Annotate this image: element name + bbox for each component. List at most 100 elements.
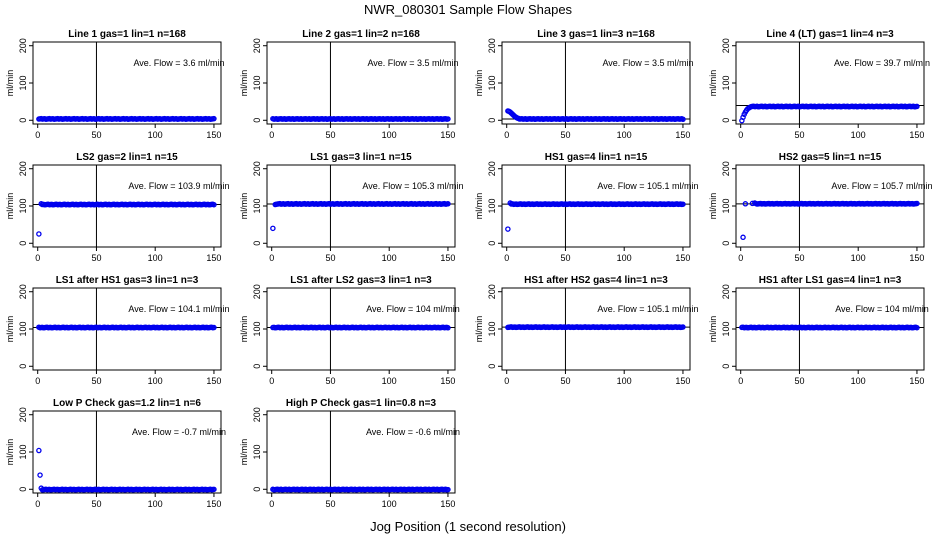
data-point	[914, 324, 920, 331]
y-tick-label: 0	[721, 364, 731, 369]
panel-title: Line 3 gas=1 lin=3 n=168	[537, 29, 655, 40]
y-tick-label: 200	[18, 407, 28, 422]
y-tick-label: 0	[721, 241, 731, 246]
x-tick-label: 0	[738, 253, 743, 263]
data-points	[739, 103, 920, 124]
x-tick-label: 150	[206, 376, 221, 386]
x-tick-label: 50	[325, 253, 335, 263]
average-flow-annotation: Ave. Flow = 105.1 ml/min	[597, 181, 698, 191]
x-tick-label: 0	[35, 376, 40, 386]
average-flow-annotation: Ave. Flow = 105.3 ml/min	[362, 181, 463, 191]
x-tick-label: 0	[269, 376, 274, 386]
data-points	[740, 200, 920, 241]
y-tick-label: 0	[487, 241, 497, 246]
x-tick-label: 150	[909, 130, 924, 140]
y-axis-label: ml/min	[708, 193, 718, 220]
data-point	[914, 200, 920, 207]
y-tick-label: 200	[487, 161, 497, 176]
average-flow-annotation: Ave. Flow = 3.6 ml/min	[133, 58, 224, 68]
data-point	[37, 472, 43, 478]
y-tick-label: 100	[487, 321, 497, 336]
panel-11: HS1 after HS2 gas=4 lin=1 n=3 0 100 200 ml/m…	[474, 275, 699, 386]
data-point	[36, 231, 42, 237]
y-axis-label: ml/min	[239, 316, 249, 343]
plot-frame	[266, 410, 456, 494]
y-tick-label: 0	[252, 487, 262, 492]
y-tick-label: 200	[252, 284, 262, 299]
y-tick-label: 200	[18, 38, 28, 53]
panel-4: Line 4 (LT) gas=1 lin=4 n=3 0 100 200 ml/min…	[708, 29, 930, 140]
x-tick-label: 100	[148, 499, 163, 509]
panel-title: LS1 after HS1 gas=3 lin=1 n=3	[56, 275, 199, 286]
data-point	[680, 116, 686, 122]
x-tick-label: 150	[675, 130, 690, 140]
x-tick-label: 100	[617, 253, 632, 263]
y-tick-label: 0	[487, 118, 497, 123]
y-tick-label: 100	[252, 198, 262, 213]
data-points	[505, 324, 686, 331]
data-points	[505, 200, 686, 232]
panel-title: HS1 after HS2 gas=4 lin=1 n=3	[524, 275, 668, 286]
data-point	[505, 226, 511, 232]
x-tick-label: 50	[325, 376, 335, 386]
x-tick-label: 50	[794, 376, 804, 386]
y-axis-label: ml/min	[474, 70, 484, 97]
y-tick-label: 100	[721, 321, 731, 336]
panel-title: LS2 gas=2 lin=1 n=15	[76, 152, 178, 163]
y-axis-label: ml/min	[5, 70, 15, 97]
data-point	[211, 324, 217, 331]
x-tick-label: 50	[91, 499, 101, 509]
panel-10: LS1 after LS2 gas=3 lin=1 n=3 0 100 200 ml/m…	[239, 275, 460, 386]
y-axis-label: ml/min	[474, 193, 484, 220]
y-tick-label: 100	[18, 75, 28, 90]
y-tick-label: 0	[252, 241, 262, 246]
average-flow-annotation: Ave. Flow = 3.5 ml/min	[602, 58, 693, 68]
x-tick-label: 150	[206, 499, 221, 509]
data-point	[211, 486, 217, 493]
x-tick-label: 0	[269, 130, 274, 140]
x-tick-label: 50	[91, 130, 101, 140]
x-tick-label: 50	[91, 253, 101, 263]
x-tick-label: 50	[325, 499, 335, 509]
data-point	[742, 201, 749, 207]
data-point	[740, 114, 746, 121]
panel-title: LS1 after LS2 gas=3 lin=1 n=3	[290, 275, 432, 286]
x-tick-label: 0	[738, 376, 743, 386]
average-flow-annotation: Ave. Flow = 105.7 ml/min	[831, 181, 932, 191]
panel-title: LS1 gas=3 lin=1 n=15	[310, 152, 412, 163]
x-tick-label: 150	[675, 253, 690, 263]
y-tick-label: 0	[487, 364, 497, 369]
y-axis-label: ml/min	[708, 70, 718, 97]
data-point	[680, 324, 686, 330]
data-point	[445, 116, 451, 122]
figure-x-axis-label: Jog Position (1 second resolution)	[370, 519, 566, 534]
y-axis-label: ml/min	[474, 316, 484, 343]
data-points	[739, 324, 920, 331]
x-tick-label: 150	[675, 376, 690, 386]
x-tick-label: 0	[504, 376, 509, 386]
plot-frame	[32, 410, 222, 494]
data-point	[445, 325, 451, 331]
y-axis-label: ml/min	[5, 193, 15, 220]
y-tick-label: 200	[487, 38, 497, 53]
x-tick-label: 150	[440, 499, 455, 509]
average-flow-annotation: Ave. Flow = 105.1 ml/min	[597, 304, 698, 314]
panel-title: HS1 gas=4 lin=1 n=15	[545, 152, 648, 163]
y-tick-label: 200	[721, 161, 731, 176]
data-points	[36, 115, 217, 122]
data-points	[270, 486, 451, 493]
panels-container: Line 1 gas=1 lin=1 n=168 0 100 200 ml/min 0 50…	[5, 29, 933, 509]
data-point	[36, 447, 42, 454]
data-point	[270, 225, 276, 232]
panel-title: Line 1 gas=1 lin=1 n=168	[68, 29, 186, 40]
x-tick-label: 100	[148, 376, 163, 386]
y-tick-label: 0	[252, 118, 262, 123]
x-tick-label: 100	[382, 130, 397, 140]
data-points	[505, 108, 686, 122]
x-tick-label: 50	[560, 253, 570, 263]
y-tick-label: 200	[721, 38, 731, 53]
x-tick-label: 0	[504, 253, 509, 263]
data-point	[445, 201, 451, 207]
plot-frame	[32, 41, 222, 125]
